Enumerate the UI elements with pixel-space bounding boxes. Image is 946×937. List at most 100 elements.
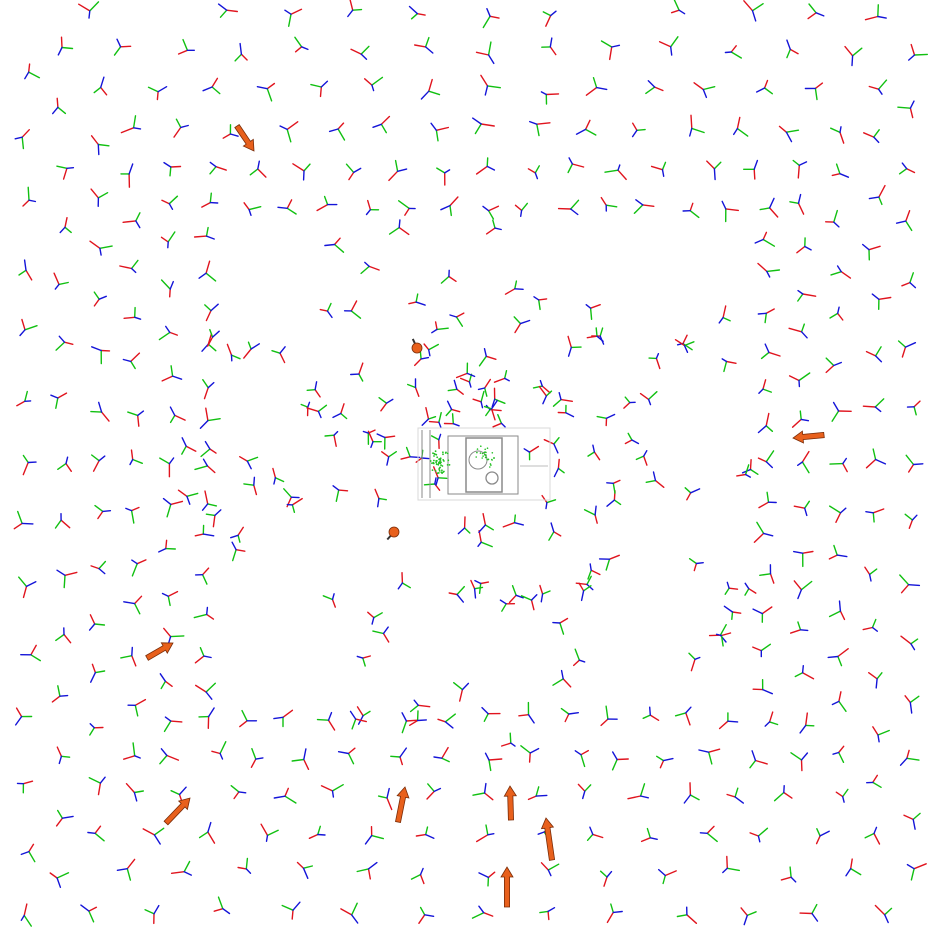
- camera-frame: [650, 161, 667, 178]
- camera-frame: [193, 606, 215, 620]
- camera-frame: [87, 825, 105, 842]
- camera-frame: [864, 826, 881, 845]
- highlighted-pose-arrow: [163, 797, 191, 826]
- camera-frame: [159, 457, 175, 478]
- camera-frame: [688, 558, 704, 572]
- camera-frame: [872, 726, 890, 743]
- camera-frame: [89, 240, 113, 256]
- camera-frame: [20, 843, 36, 863]
- camera-frame: [560, 707, 579, 723]
- camera-frame: [279, 121, 299, 143]
- camera-frame: [552, 617, 569, 635]
- camera-frame: [177, 489, 199, 505]
- camera-frame: [374, 488, 387, 508]
- camera-frame: [567, 335, 582, 357]
- camera-frame: [24, 63, 41, 80]
- camera-frame: [181, 437, 197, 455]
- camera-frame: [16, 780, 34, 794]
- camera-frame: [170, 860, 193, 876]
- camera-frame: [131, 559, 147, 577]
- camera-frame: [724, 581, 739, 595]
- camera-frame: [683, 782, 700, 804]
- camera-frame: [752, 643, 771, 658]
- camera-frame: [600, 196, 618, 212]
- camera-frame: [825, 209, 840, 228]
- highlighted-pose-arrow: [500, 866, 514, 908]
- camera-frame: [433, 466, 448, 486]
- camera-frame: [433, 746, 450, 763]
- camera-frame: [743, 159, 759, 180]
- camera-frame: [862, 618, 878, 632]
- camera-frame: [674, 706, 692, 726]
- camera-frame: [256, 82, 276, 102]
- camera-frame: [54, 513, 71, 529]
- camera-frame: [567, 157, 585, 174]
- camera-frame: [540, 862, 560, 877]
- camera-frame: [194, 682, 217, 700]
- camera-frame: [445, 400, 461, 417]
- camera-frame: [430, 122, 449, 142]
- camera-frame: [291, 748, 310, 770]
- camera-frame: [14, 128, 30, 150]
- camera-frame: [552, 392, 573, 407]
- camera-frame: [658, 36, 679, 56]
- camera-frame: [578, 582, 592, 602]
- camera-frame: [475, 41, 495, 65]
- camera-frame: [557, 199, 580, 216]
- camera-frame: [829, 505, 847, 523]
- camera-frame: [238, 456, 259, 470]
- camera-frame: [791, 410, 810, 428]
- camera-frame: [376, 433, 396, 450]
- camera-frame: [340, 902, 359, 924]
- camera-frame: [222, 124, 239, 139]
- camera-frame: [206, 328, 220, 347]
- camera-frame: [272, 467, 285, 485]
- camera-frame: [862, 398, 885, 413]
- camera-frame: [350, 45, 370, 60]
- camera-frame: [749, 827, 769, 843]
- camera-frame: [520, 745, 540, 763]
- camera-frame: [895, 209, 913, 232]
- camera-frame: [201, 333, 217, 352]
- camera-frame: [372, 115, 391, 134]
- camera-frame: [844, 45, 863, 67]
- camera-frame: [532, 379, 551, 394]
- camera-frame: [527, 786, 548, 801]
- camera-frame: [897, 100, 915, 119]
- camera-frame: [337, 747, 356, 765]
- camera-frame: [688, 652, 701, 672]
- camera-frame: [721, 358, 737, 373]
- camera-frame: [90, 454, 106, 472]
- camera-frame: [718, 305, 731, 324]
- camera-frame: [797, 289, 817, 302]
- camera-frame: [169, 406, 186, 424]
- camera-frame: [539, 584, 551, 603]
- camera-frame: [397, 572, 411, 590]
- camera-frame: [796, 237, 812, 254]
- camera-frame: [200, 440, 217, 458]
- camera-frame: [624, 432, 640, 445]
- camera-frame: [161, 195, 179, 211]
- camera-frame: [286, 497, 303, 513]
- camera-frame: [260, 823, 279, 842]
- camera-frame: [343, 300, 362, 319]
- camera-frame: [243, 202, 262, 217]
- camera-frame: [623, 396, 636, 409]
- camera-frame: [903, 812, 921, 830]
- camera-frame: [501, 732, 516, 747]
- camera-frame: [401, 712, 419, 734]
- camera-frame: [472, 117, 495, 135]
- camera-frame: [80, 904, 98, 923]
- camera-frame: [831, 401, 852, 422]
- camera-frame: [122, 212, 141, 229]
- camera-frame: [863, 129, 880, 144]
- camera-frame: [277, 199, 297, 215]
- camera-frame: [829, 306, 844, 321]
- camera-frame: [230, 785, 247, 800]
- camera-frame: [407, 378, 420, 397]
- camera-frame: [786, 39, 799, 59]
- camera-frame: [604, 164, 627, 181]
- camera-frame: [163, 161, 182, 177]
